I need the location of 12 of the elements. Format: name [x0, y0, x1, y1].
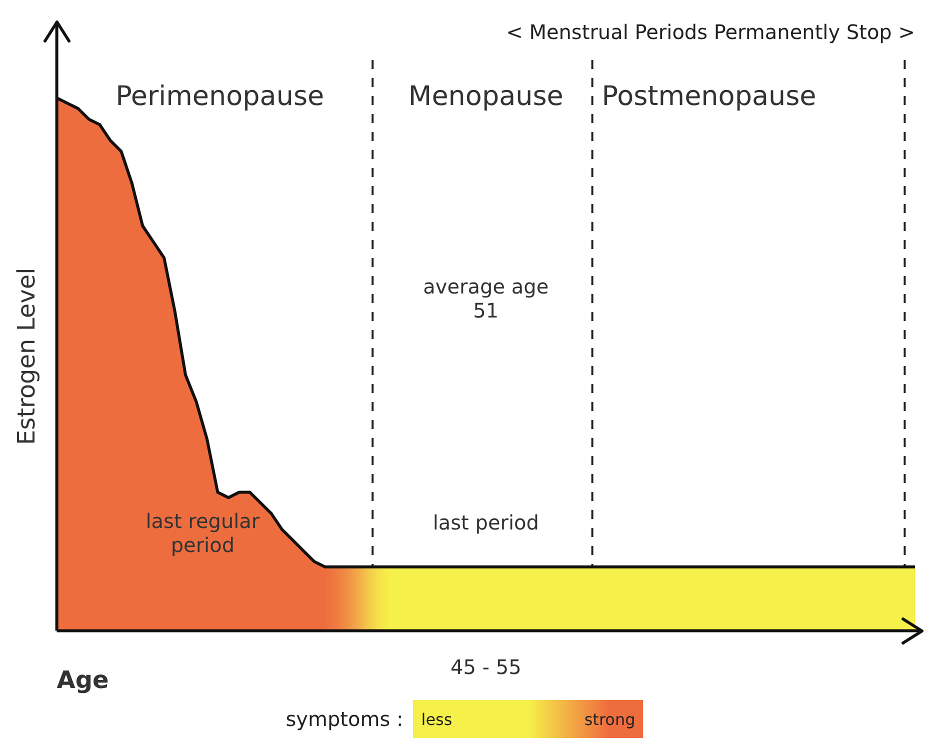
annotation: Postmenopause — [602, 81, 816, 112]
annotation: last period — [432, 510, 539, 534]
x-axis-title: Age — [56, 666, 109, 694]
annotation: Perimenopause — [116, 81, 324, 112]
annotation: last regular period — [146, 509, 260, 558]
chart-title: < Menstrual Periods Permanently Stop > — [506, 20, 915, 44]
annotation: Menopause — [408, 81, 564, 112]
legend-title: symptoms : — [286, 707, 404, 731]
text: 45 - 55 — [450, 655, 522, 680]
symptom-scale: less strong — [413, 700, 644, 738]
annotation: average age 51 — [423, 274, 549, 323]
y-axis-title: Estrogen Level — [12, 268, 41, 446]
